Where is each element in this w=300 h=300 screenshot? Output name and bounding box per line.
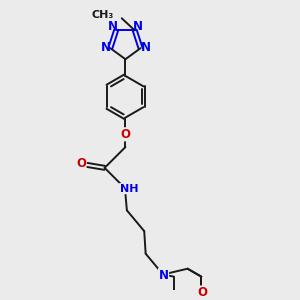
- Text: NH: NH: [120, 184, 138, 194]
- Text: N: N: [108, 20, 118, 34]
- Text: N: N: [159, 268, 169, 282]
- Text: N: N: [140, 41, 151, 54]
- Text: CH₃: CH₃: [92, 10, 114, 20]
- Text: N: N: [100, 41, 110, 54]
- Text: O: O: [198, 286, 208, 299]
- Text: N: N: [133, 20, 143, 34]
- Text: O: O: [76, 157, 86, 170]
- Text: O: O: [120, 128, 130, 141]
